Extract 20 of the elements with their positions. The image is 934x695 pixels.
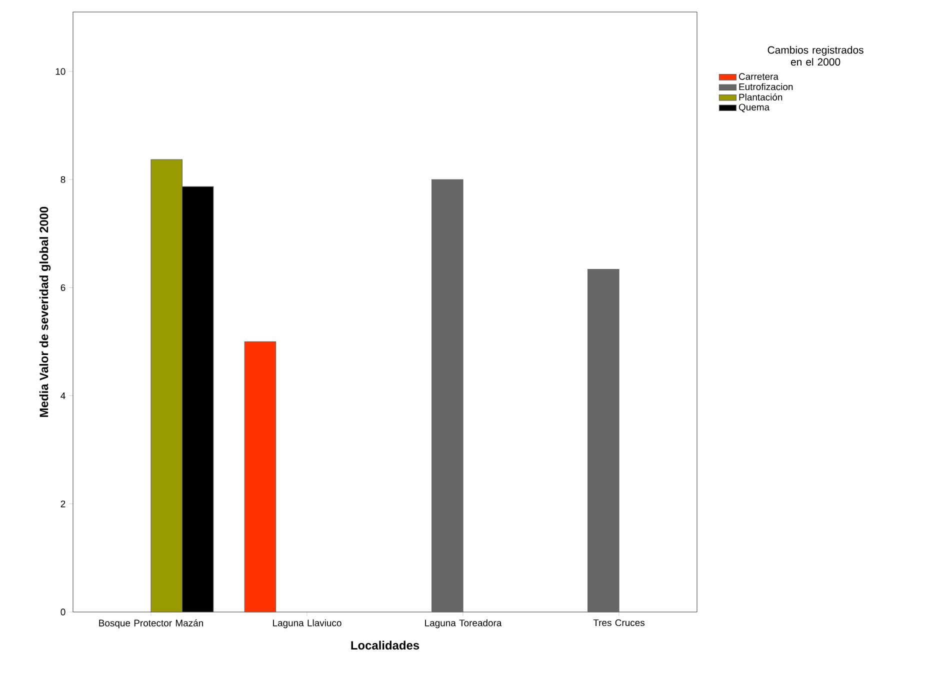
bar <box>244 341 276 612</box>
bar <box>432 179 464 612</box>
bar <box>588 268 620 612</box>
y-tick-label: 4 <box>60 392 66 400</box>
x-tick-label: Laguna Toreadora <box>425 619 502 628</box>
legend-label: Carretera <box>738 73 778 80</box>
legend-label: Quema <box>738 104 770 112</box>
x-tick-label: Laguna Llaviuco <box>273 619 342 628</box>
legend-title: Cambios registrados en el 2000 <box>768 46 864 66</box>
y-tick-label: 10 <box>56 68 66 75</box>
legend-label: Eutrofizacion <box>739 83 793 90</box>
x-tick-label: Bosque Protector Mazán <box>99 619 203 628</box>
y-axis-title: Media Valor de severidad global 2000 <box>39 206 51 417</box>
y-tick-label: 6 <box>60 284 66 292</box>
legend-label: Plantación <box>739 93 782 101</box>
y-tick-label: 8 <box>60 176 66 183</box>
y-tick-label: 2 <box>60 500 66 508</box>
x-tick-label: Tres Cruces <box>593 619 645 626</box>
y-tick-label: 0 <box>60 608 66 616</box>
x-axis-title: Localidades <box>351 640 420 650</box>
